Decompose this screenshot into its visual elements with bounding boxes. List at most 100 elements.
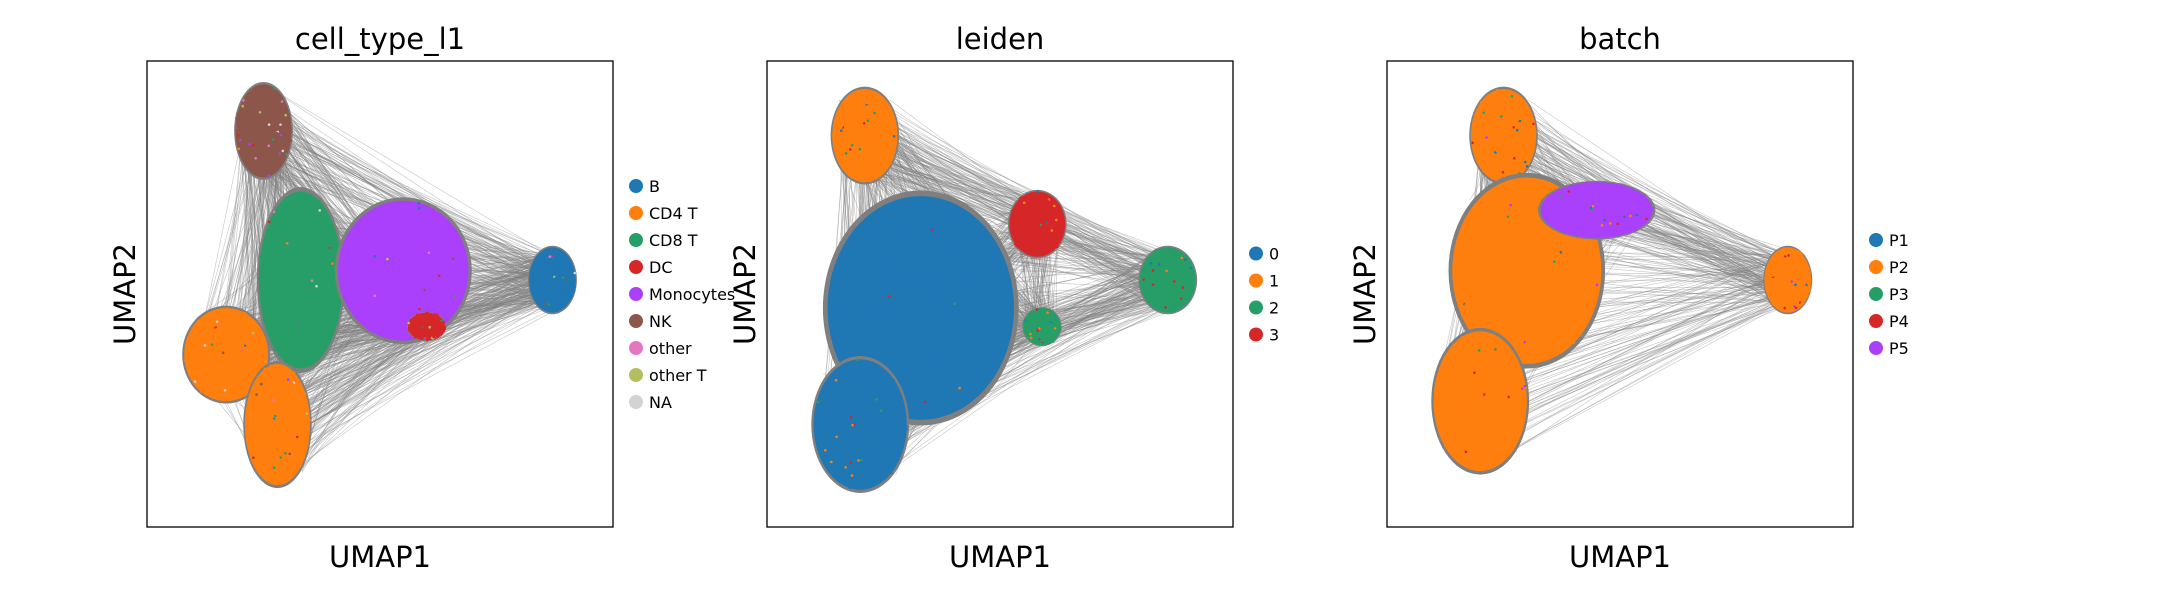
point — [259, 338, 262, 341]
point — [1029, 196, 1033, 199]
point — [274, 348, 277, 352]
point — [254, 157, 257, 160]
edge — [1528, 99, 1779, 269]
point — [882, 141, 885, 145]
point — [327, 300, 331, 304]
point — [391, 285, 395, 289]
point — [874, 395, 877, 398]
point — [949, 310, 953, 313]
point — [375, 272, 379, 276]
point — [1505, 120, 1508, 123]
point — [537, 293, 541, 297]
point — [822, 410, 826, 413]
point — [1032, 247, 1036, 250]
point — [303, 274, 307, 278]
point — [1034, 314, 1038, 318]
point — [321, 257, 325, 261]
point — [1061, 225, 1064, 228]
point — [281, 141, 284, 144]
point — [1526, 158, 1530, 162]
point — [1513, 156, 1516, 160]
point — [262, 433, 265, 437]
point — [1026, 202, 1030, 206]
point — [1058, 205, 1061, 208]
point — [1452, 279, 1456, 282]
point — [409, 323, 413, 327]
point — [1140, 268, 1144, 272]
point — [1479, 114, 1483, 118]
point — [853, 399, 857, 403]
point — [264, 455, 267, 458]
cluster-points — [1436, 335, 1527, 469]
point — [1037, 223, 1040, 226]
point — [272, 210, 276, 214]
point — [1487, 193, 1490, 196]
point — [1544, 256, 1547, 259]
point — [1630, 189, 1633, 192]
point — [353, 312, 357, 316]
point — [273, 148, 277, 152]
point — [352, 279, 356, 283]
point — [879, 124, 882, 128]
point — [1597, 213, 1601, 216]
edge — [257, 109, 555, 277]
edge — [263, 300, 570, 455]
point — [849, 165, 853, 168]
point — [263, 130, 267, 133]
point — [1160, 286, 1164, 289]
point — [286, 378, 290, 381]
point — [308, 309, 312, 312]
point — [851, 431, 854, 435]
point — [1481, 146, 1485, 150]
point — [913, 240, 917, 243]
point — [875, 156, 878, 159]
point — [1041, 331, 1044, 334]
point — [259, 403, 263, 407]
point — [855, 463, 858, 467]
point — [400, 264, 404, 267]
point — [307, 227, 310, 231]
point — [243, 114, 246, 118]
point — [193, 380, 197, 383]
legend-marker — [629, 206, 643, 220]
point — [295, 386, 299, 389]
cluster-cd8-t — [258, 191, 343, 369]
point — [1039, 218, 1042, 222]
point — [286, 109, 289, 113]
edge — [1516, 276, 1804, 382]
point — [1492, 283, 1495, 286]
point — [286, 368, 290, 372]
cluster-points — [339, 200, 468, 334]
point — [852, 156, 856, 160]
point — [1027, 330, 1030, 333]
edge — [1490, 264, 1801, 453]
point — [253, 115, 256, 118]
point — [1138, 281, 1142, 284]
point — [953, 347, 956, 351]
point — [547, 247, 551, 250]
point — [939, 316, 942, 319]
edge — [1525, 124, 1807, 297]
edge — [865, 163, 1040, 207]
point — [878, 207, 881, 211]
edge — [1055, 234, 1058, 327]
point — [1534, 255, 1537, 259]
point — [1518, 161, 1521, 164]
point — [1043, 316, 1047, 320]
point — [1022, 201, 1026, 205]
point — [1579, 313, 1583, 316]
point — [858, 412, 862, 415]
point — [434, 316, 438, 319]
point — [1147, 261, 1150, 264]
point — [409, 321, 413, 325]
point — [1637, 220, 1640, 223]
point — [876, 453, 880, 457]
edge — [214, 157, 245, 320]
edge — [985, 295, 1177, 376]
point — [1179, 303, 1182, 306]
point — [1506, 257, 1509, 261]
point — [1031, 224, 1035, 228]
cluster-points — [834, 89, 896, 183]
point — [1036, 246, 1040, 250]
point — [1161, 279, 1164, 282]
